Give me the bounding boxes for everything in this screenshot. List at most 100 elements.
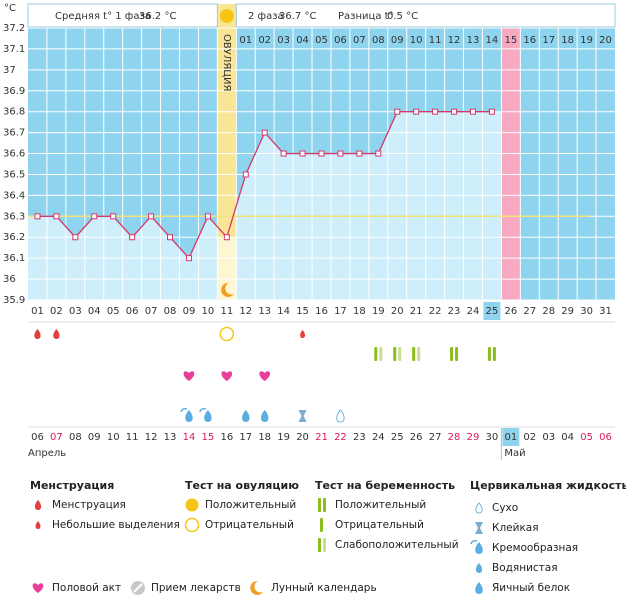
cycle-day-label: 26 <box>504 306 517 317</box>
phase-day-label: 03 <box>277 35 290 46</box>
drop-icon <box>475 502 483 514</box>
test-bar <box>398 347 402 361</box>
phase2-label: 2 фаза <box>248 11 284 22</box>
cycle-day-label: 11 <box>220 306 233 317</box>
date-label: 02 <box>523 432 536 443</box>
drop-icon <box>185 410 193 422</box>
drop-icon <box>34 500 42 510</box>
ovulation-label: ОВУЛЯЦИЯ <box>221 34 232 92</box>
drop-icon <box>475 582 483 594</box>
cycle-day-label: 08 <box>164 306 177 317</box>
date-label: 24 <box>372 432 385 443</box>
heart-icon <box>259 371 271 381</box>
drop-icon <box>204 410 212 422</box>
test-bar <box>487 347 491 361</box>
legend-heading: Тест на овуляцию <box>185 479 299 492</box>
drop-icon <box>34 329 41 339</box>
diff-value: 0.5 °C <box>387 11 418 22</box>
legend-item: Сухо <box>492 502 518 514</box>
phase1-value: 36.2 °C <box>139 11 176 22</box>
y-tick-label: 36.1 <box>3 253 25 264</box>
temperature-point <box>280 150 287 157</box>
test-bar <box>450 347 454 361</box>
temperature-point <box>242 171 249 178</box>
temperature-point <box>469 108 476 115</box>
legend-heading: Цервикальная жидкость <box>470 479 626 492</box>
cycle-day-label: 04 <box>88 306 101 317</box>
phase-day-label: 19 <box>580 35 593 46</box>
cycle-day-label: 16 <box>315 306 328 317</box>
date-label: 16 <box>220 432 233 443</box>
pill-line <box>133 583 143 593</box>
expected-period-column <box>501 28 521 300</box>
heart-icon <box>183 371 195 381</box>
test-bar <box>318 498 321 512</box>
y-tick-label: 35.9 <box>3 295 25 306</box>
cycle-day-label: 21 <box>410 306 423 317</box>
temperature-point <box>318 150 325 157</box>
cycle-day-label: 22 <box>429 306 442 317</box>
date-label: 05 <box>580 432 593 443</box>
date-label: 14 <box>183 432 196 443</box>
date-label: 21 <box>315 432 328 443</box>
cycle-day-label: 12 <box>239 306 252 317</box>
drop-icon <box>242 410 250 422</box>
cycle-day-label: 01 <box>31 306 44 317</box>
cycle-day-label: 09 <box>183 306 196 317</box>
phase-day-label: 15 <box>504 35 517 46</box>
diff-label: Разница t° <box>338 11 394 22</box>
y-tick-label: 36.4 <box>3 190 25 201</box>
temperature-point <box>129 234 136 241</box>
temperature-point <box>299 150 306 157</box>
temperature-point <box>413 108 420 115</box>
legend-item: Отрицательный <box>335 519 424 531</box>
ovulation-column-lower <box>217 237 237 300</box>
legend-item: Положительный <box>335 499 426 511</box>
cream-tail <box>470 540 478 545</box>
date-label: 19 <box>277 432 290 443</box>
test-bar <box>318 538 321 552</box>
y-tick-label: 36.6 <box>3 149 25 160</box>
test-bar <box>417 347 421 361</box>
phase-day-label: 07 <box>353 35 366 46</box>
phase-day-label: 08 <box>372 35 385 46</box>
cycle-day-label: 27 <box>523 306 536 317</box>
cycle-day-label: 24 <box>467 306 480 317</box>
date-label: 27 <box>429 432 442 443</box>
drop-icon <box>53 329 60 339</box>
cycle-day-label: 20 <box>391 306 404 317</box>
temperature-point <box>223 234 230 241</box>
temperature-point <box>337 150 344 157</box>
cycle-day-label: 13 <box>258 306 271 317</box>
date-label: 26 <box>410 432 423 443</box>
temperature-point <box>451 108 458 115</box>
y-tick-label: 36.9 <box>3 86 25 97</box>
temperature-point <box>110 213 117 220</box>
date-label: 12 <box>145 432 158 443</box>
legend-item: Слабоположительный <box>335 539 459 551</box>
drop-icon <box>260 410 269 422</box>
date-label: 28 <box>448 432 461 443</box>
date-label: 22 <box>334 432 347 443</box>
cycle-day-label: 03 <box>69 306 82 317</box>
header-box <box>27 3 218 28</box>
date-label: 15 <box>202 432 215 443</box>
y-tick-label: 36.5 <box>3 169 25 180</box>
date-label: 20 <box>296 432 309 443</box>
y-tick-label: 36.8 <box>3 107 25 118</box>
test-bar <box>412 347 416 361</box>
temperature-point <box>34 213 41 220</box>
phase-day-label: 17 <box>542 35 555 46</box>
temperature-point <box>167 234 174 241</box>
test-bar <box>323 498 326 512</box>
date-label: 29 <box>467 432 480 443</box>
phase-day-label: 09 <box>391 35 404 46</box>
ovulation-column <box>217 4 237 300</box>
phase-day-label: 18 <box>561 35 574 46</box>
phase-day-label: 02 <box>258 35 271 46</box>
legend-icon <box>184 517 200 533</box>
drop-icon <box>475 563 483 573</box>
area-under-line <box>28 111 502 300</box>
drop-icon <box>300 330 306 338</box>
y-tick-label: 36.2 <box>3 232 25 243</box>
